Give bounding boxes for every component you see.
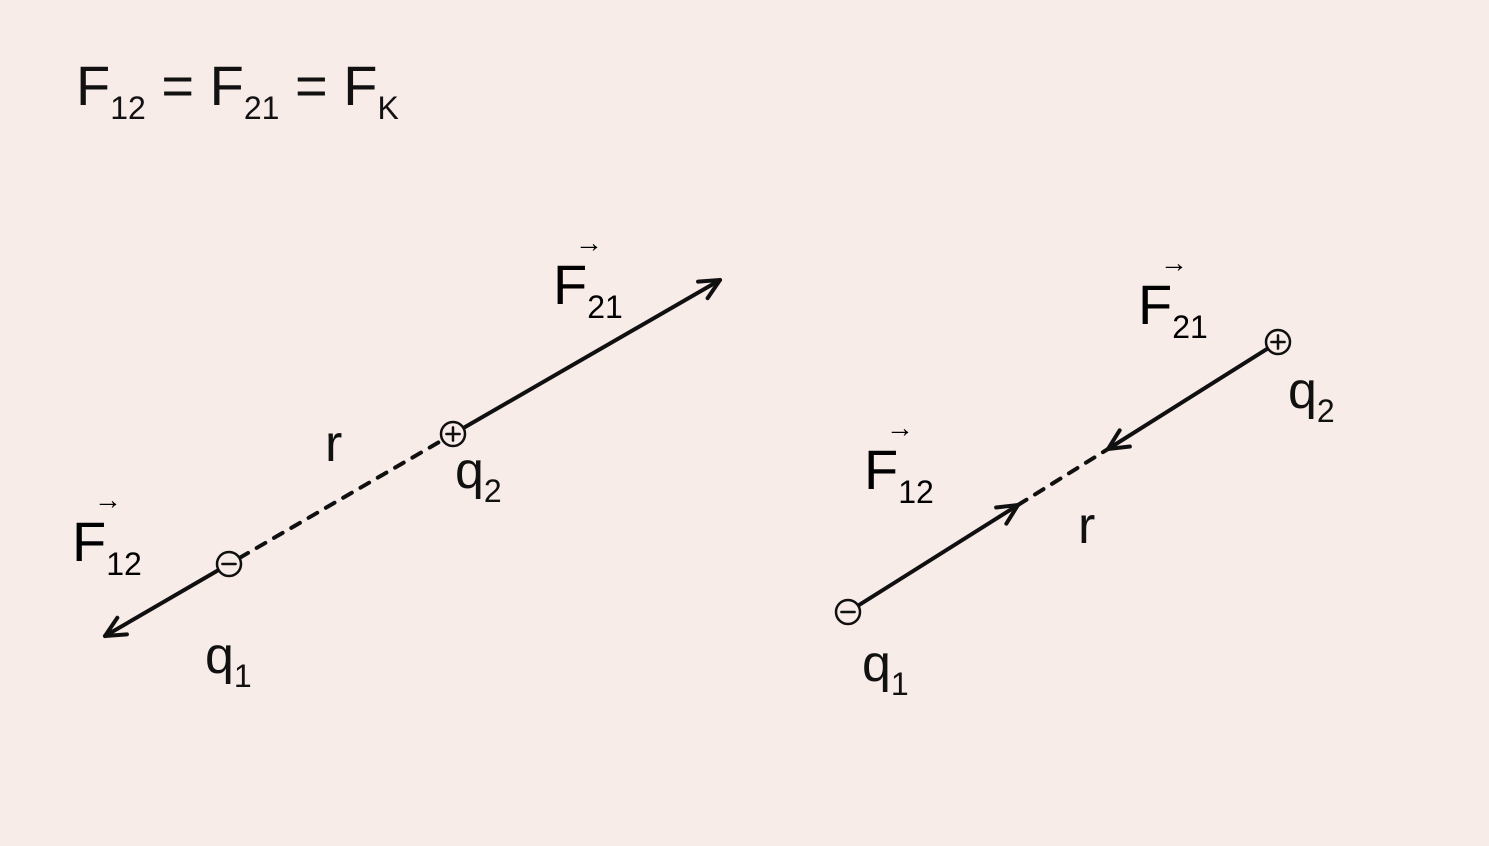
diagram-canvas: F12 = F21 = FK → F12 → F21 q1 q2 r → F12… bbox=[0, 0, 1489, 846]
equation: F12 = F21 = FK bbox=[76, 58, 399, 114]
label-q2-left-text: q bbox=[455, 442, 484, 500]
label-F12-left-text: F bbox=[72, 510, 106, 573]
label-F21-left-sub: 21 bbox=[587, 289, 623, 325]
label-q1-left-text: q bbox=[205, 627, 234, 685]
equation-sub3: K bbox=[378, 90, 399, 126]
diagram-svg bbox=[0, 0, 1489, 846]
label-F12-right-text: F bbox=[864, 438, 898, 501]
vector-arrow-icon: → bbox=[72, 492, 142, 509]
label-q1-left: q1 bbox=[205, 630, 252, 682]
label-q2-left-sub: 2 bbox=[484, 473, 502, 509]
label-F21-left-text: F bbox=[553, 253, 587, 316]
vector-arrow-icon: → bbox=[1138, 255, 1208, 272]
label-q1-right-sub: 1 bbox=[891, 666, 909, 702]
label-q2-right-sub: 2 bbox=[1317, 393, 1335, 429]
label-q2-right: q2 bbox=[1288, 365, 1335, 417]
label-q2-left: q2 bbox=[455, 445, 502, 497]
label-r-right: r bbox=[1078, 500, 1095, 552]
label-q1-right: q1 bbox=[862, 638, 909, 690]
label-F21-right: → F21 bbox=[1138, 255, 1208, 337]
label-F21-right-sub: 21 bbox=[1172, 309, 1208, 345]
label-r-left: r bbox=[325, 418, 342, 470]
equation-F3: F bbox=[343, 54, 377, 117]
label-F12-left-sub: 12 bbox=[106, 546, 142, 582]
label-F21-right-text: F bbox=[1138, 273, 1172, 336]
equation-eq2: = bbox=[295, 54, 328, 117]
equation-sub1: 12 bbox=[110, 90, 146, 126]
equation-F2: F bbox=[210, 54, 244, 117]
vector-arrow-icon: → bbox=[553, 235, 623, 252]
equation-sub2: 21 bbox=[244, 90, 280, 126]
label-q1-left-sub: 1 bbox=[234, 658, 252, 694]
label-q2-right-text: q bbox=[1288, 362, 1317, 420]
label-F12-right-sub: 12 bbox=[898, 474, 934, 510]
label-q1-right-text: q bbox=[862, 635, 891, 693]
label-F12-right: → F12 bbox=[864, 420, 934, 502]
equation-eq1: = bbox=[161, 54, 194, 117]
vector-arrow-icon: → bbox=[864, 420, 934, 437]
label-F21-left: → F21 bbox=[553, 235, 623, 317]
label-F12-left: → F12 bbox=[72, 492, 142, 574]
equation-F1: F bbox=[76, 54, 110, 117]
